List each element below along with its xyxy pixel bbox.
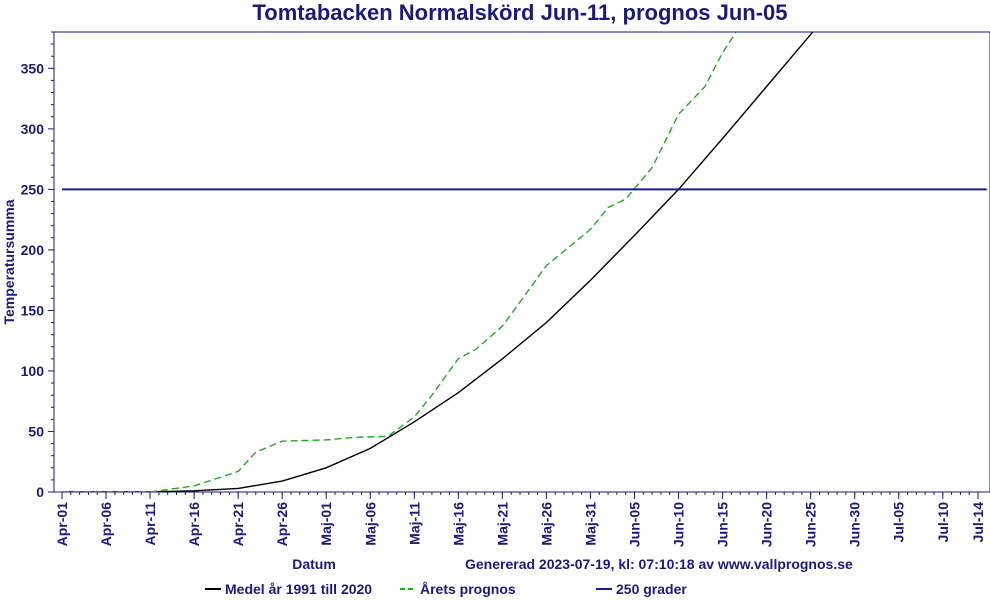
y-tick-label: 150 [21,302,45,318]
x-tick-label: Maj-21 [494,502,510,546]
plot-area [53,31,990,493]
x-tick-label: Maj-06 [362,502,378,546]
x-tick-label: Apr-21 [230,502,246,547]
x-tick-label: Maj-16 [450,502,466,546]
x-tick-label: Apr-11 [142,502,158,546]
x-tick-label: Apr-01 [54,502,70,547]
y-tick-label: 0 [36,484,44,500]
x-tick-label: Jul-10 [935,502,951,543]
x-tick-label: Maj-26 [538,502,554,546]
y-tick-label: 50 [28,423,44,439]
x-tick-label: Jun-05 [627,502,643,547]
y-tick-label: 300 [21,121,45,137]
x-axis: Apr-01 Apr-06 Apr-11 Apr-16 Apr-21 Apr-26 Maj-… [54,492,986,547]
x-tick-label: Jun-20 [759,502,775,547]
x-tick-label: Apr-06 [98,502,114,547]
x-tick-label: Maj-31 [582,502,598,546]
x-tick-label: Apr-26 [274,502,290,547]
y-tick-label: 350 [21,60,45,76]
legend: Medel år 1991 till 2020 Årets prognos 250 … [205,581,687,597]
x-tick-label: Maj-11 [406,502,422,545]
x-tick-label: Jul-05 [891,502,907,543]
legend-label-2: 250 grader [616,581,687,597]
x-tick-label: Jul-14 [970,502,986,543]
generated-note: Genererad 2023-07-19, kl: 07:10:18 av ww… [465,556,853,572]
legend-label-0: Medel år 1991 till 2020 [225,581,372,597]
y-tick-label: 100 [21,363,45,379]
y-tick-label: 200 [21,242,45,258]
x-tick-label: Maj-01 [318,502,334,546]
y-tick-label: 250 [21,181,45,197]
x-tick-label: Jun-15 [715,502,731,547]
x-tick-label: Apr-16 [186,502,202,547]
legend-label-1: Årets prognos [420,581,516,597]
x-tick-label: Jun-25 [803,502,819,547]
y-axis-label: Temperatursumma [1,199,17,324]
x-tick-label: Jun-10 [671,502,687,547]
chart-title: Tomtabacken Normalskörd Jun-11, prognos … [252,0,787,25]
y-axis: 0 50 100 150 200 250 300 350 [21,31,54,500]
series-layer [62,32,987,492]
x-tick-label: Jun-30 [847,502,863,547]
series-line-1 [62,32,738,492]
series-line-0 [62,32,814,492]
x-axis-label: Datum [292,556,336,572]
